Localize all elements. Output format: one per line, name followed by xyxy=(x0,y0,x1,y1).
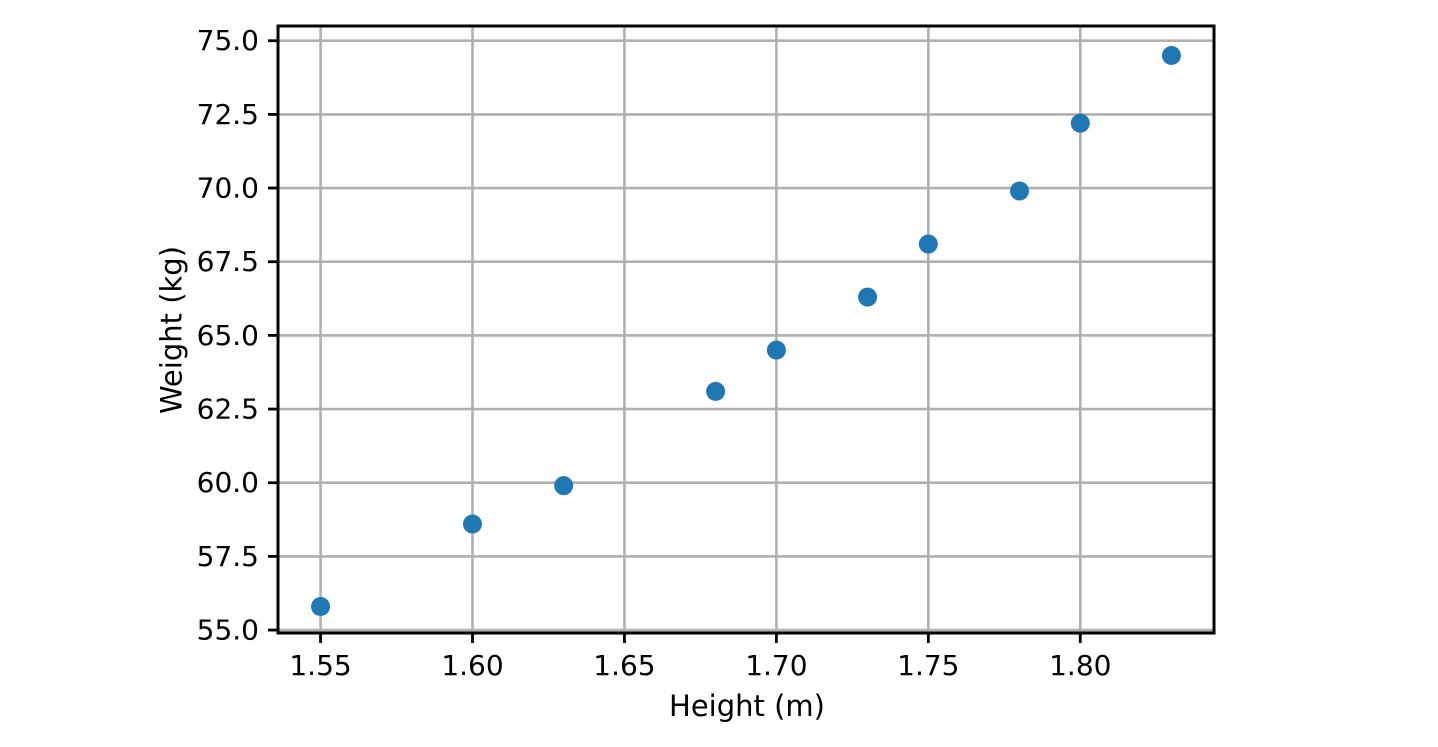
y-axis-label: Weight (kg) xyxy=(154,245,189,415)
data-point xyxy=(1161,45,1181,65)
x-tick-label: 1.65 xyxy=(593,649,655,682)
y-tick-label: 60.0 xyxy=(197,466,259,499)
y-tick-label: 70.0 xyxy=(197,172,259,205)
data-point xyxy=(462,514,482,534)
x-tick-label: 1.80 xyxy=(1049,649,1111,682)
data-point xyxy=(311,596,331,616)
y-tick-label: 67.5 xyxy=(197,245,259,278)
y-tick-label: 57.5 xyxy=(197,540,259,573)
data-point xyxy=(554,476,574,496)
x-tick-label: 1.75 xyxy=(897,649,959,682)
y-tick-label: 72.5 xyxy=(197,98,259,131)
data-point xyxy=(1070,113,1090,133)
x-tick-label: 1.70 xyxy=(745,649,807,682)
y-tick-label: 75.0 xyxy=(197,24,259,57)
y-tick-label: 55.0 xyxy=(197,614,259,647)
data-point xyxy=(858,287,878,307)
data-point xyxy=(918,234,938,254)
data-point xyxy=(766,340,786,360)
y-tick-label: 62.5 xyxy=(197,393,259,426)
data-point xyxy=(706,381,726,401)
x-tick-label: 1.60 xyxy=(441,649,503,682)
data-point xyxy=(1010,181,1030,201)
x-tick-label: 1.55 xyxy=(289,649,351,682)
x-axis-label: Height (m) xyxy=(669,689,825,723)
plot-border xyxy=(276,24,1216,635)
y-tick-label: 65.0 xyxy=(197,319,259,352)
